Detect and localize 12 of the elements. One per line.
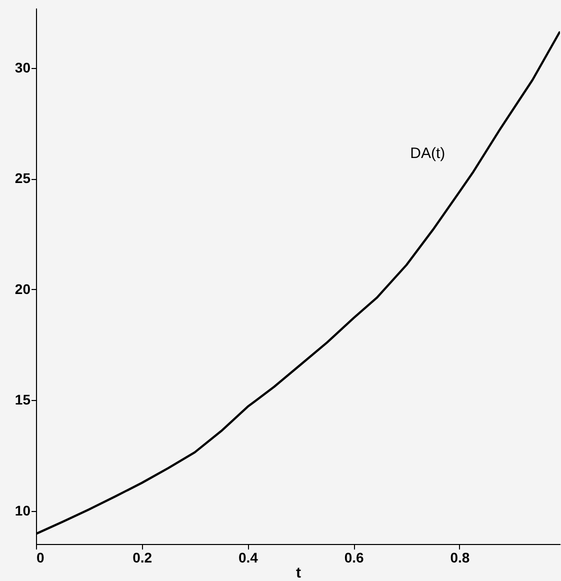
y-tick-label: 30 xyxy=(14,59,31,76)
x-tick-label: 0.2 xyxy=(132,550,152,566)
x-tick-label: 0 xyxy=(36,550,44,566)
y-tick-label: 20 xyxy=(14,280,31,297)
series-label: DA(t) xyxy=(410,144,446,162)
y-tick-label: 25 xyxy=(14,170,31,186)
x-tick-label: 0.8 xyxy=(450,550,470,566)
x-axis-title: t xyxy=(296,564,301,581)
y-tick-label: 15 xyxy=(14,392,31,408)
y-tick-label: 10 xyxy=(14,502,31,518)
x-tick-label: 0.4 xyxy=(238,550,258,566)
x-tick-label: 0.6 xyxy=(344,550,364,566)
